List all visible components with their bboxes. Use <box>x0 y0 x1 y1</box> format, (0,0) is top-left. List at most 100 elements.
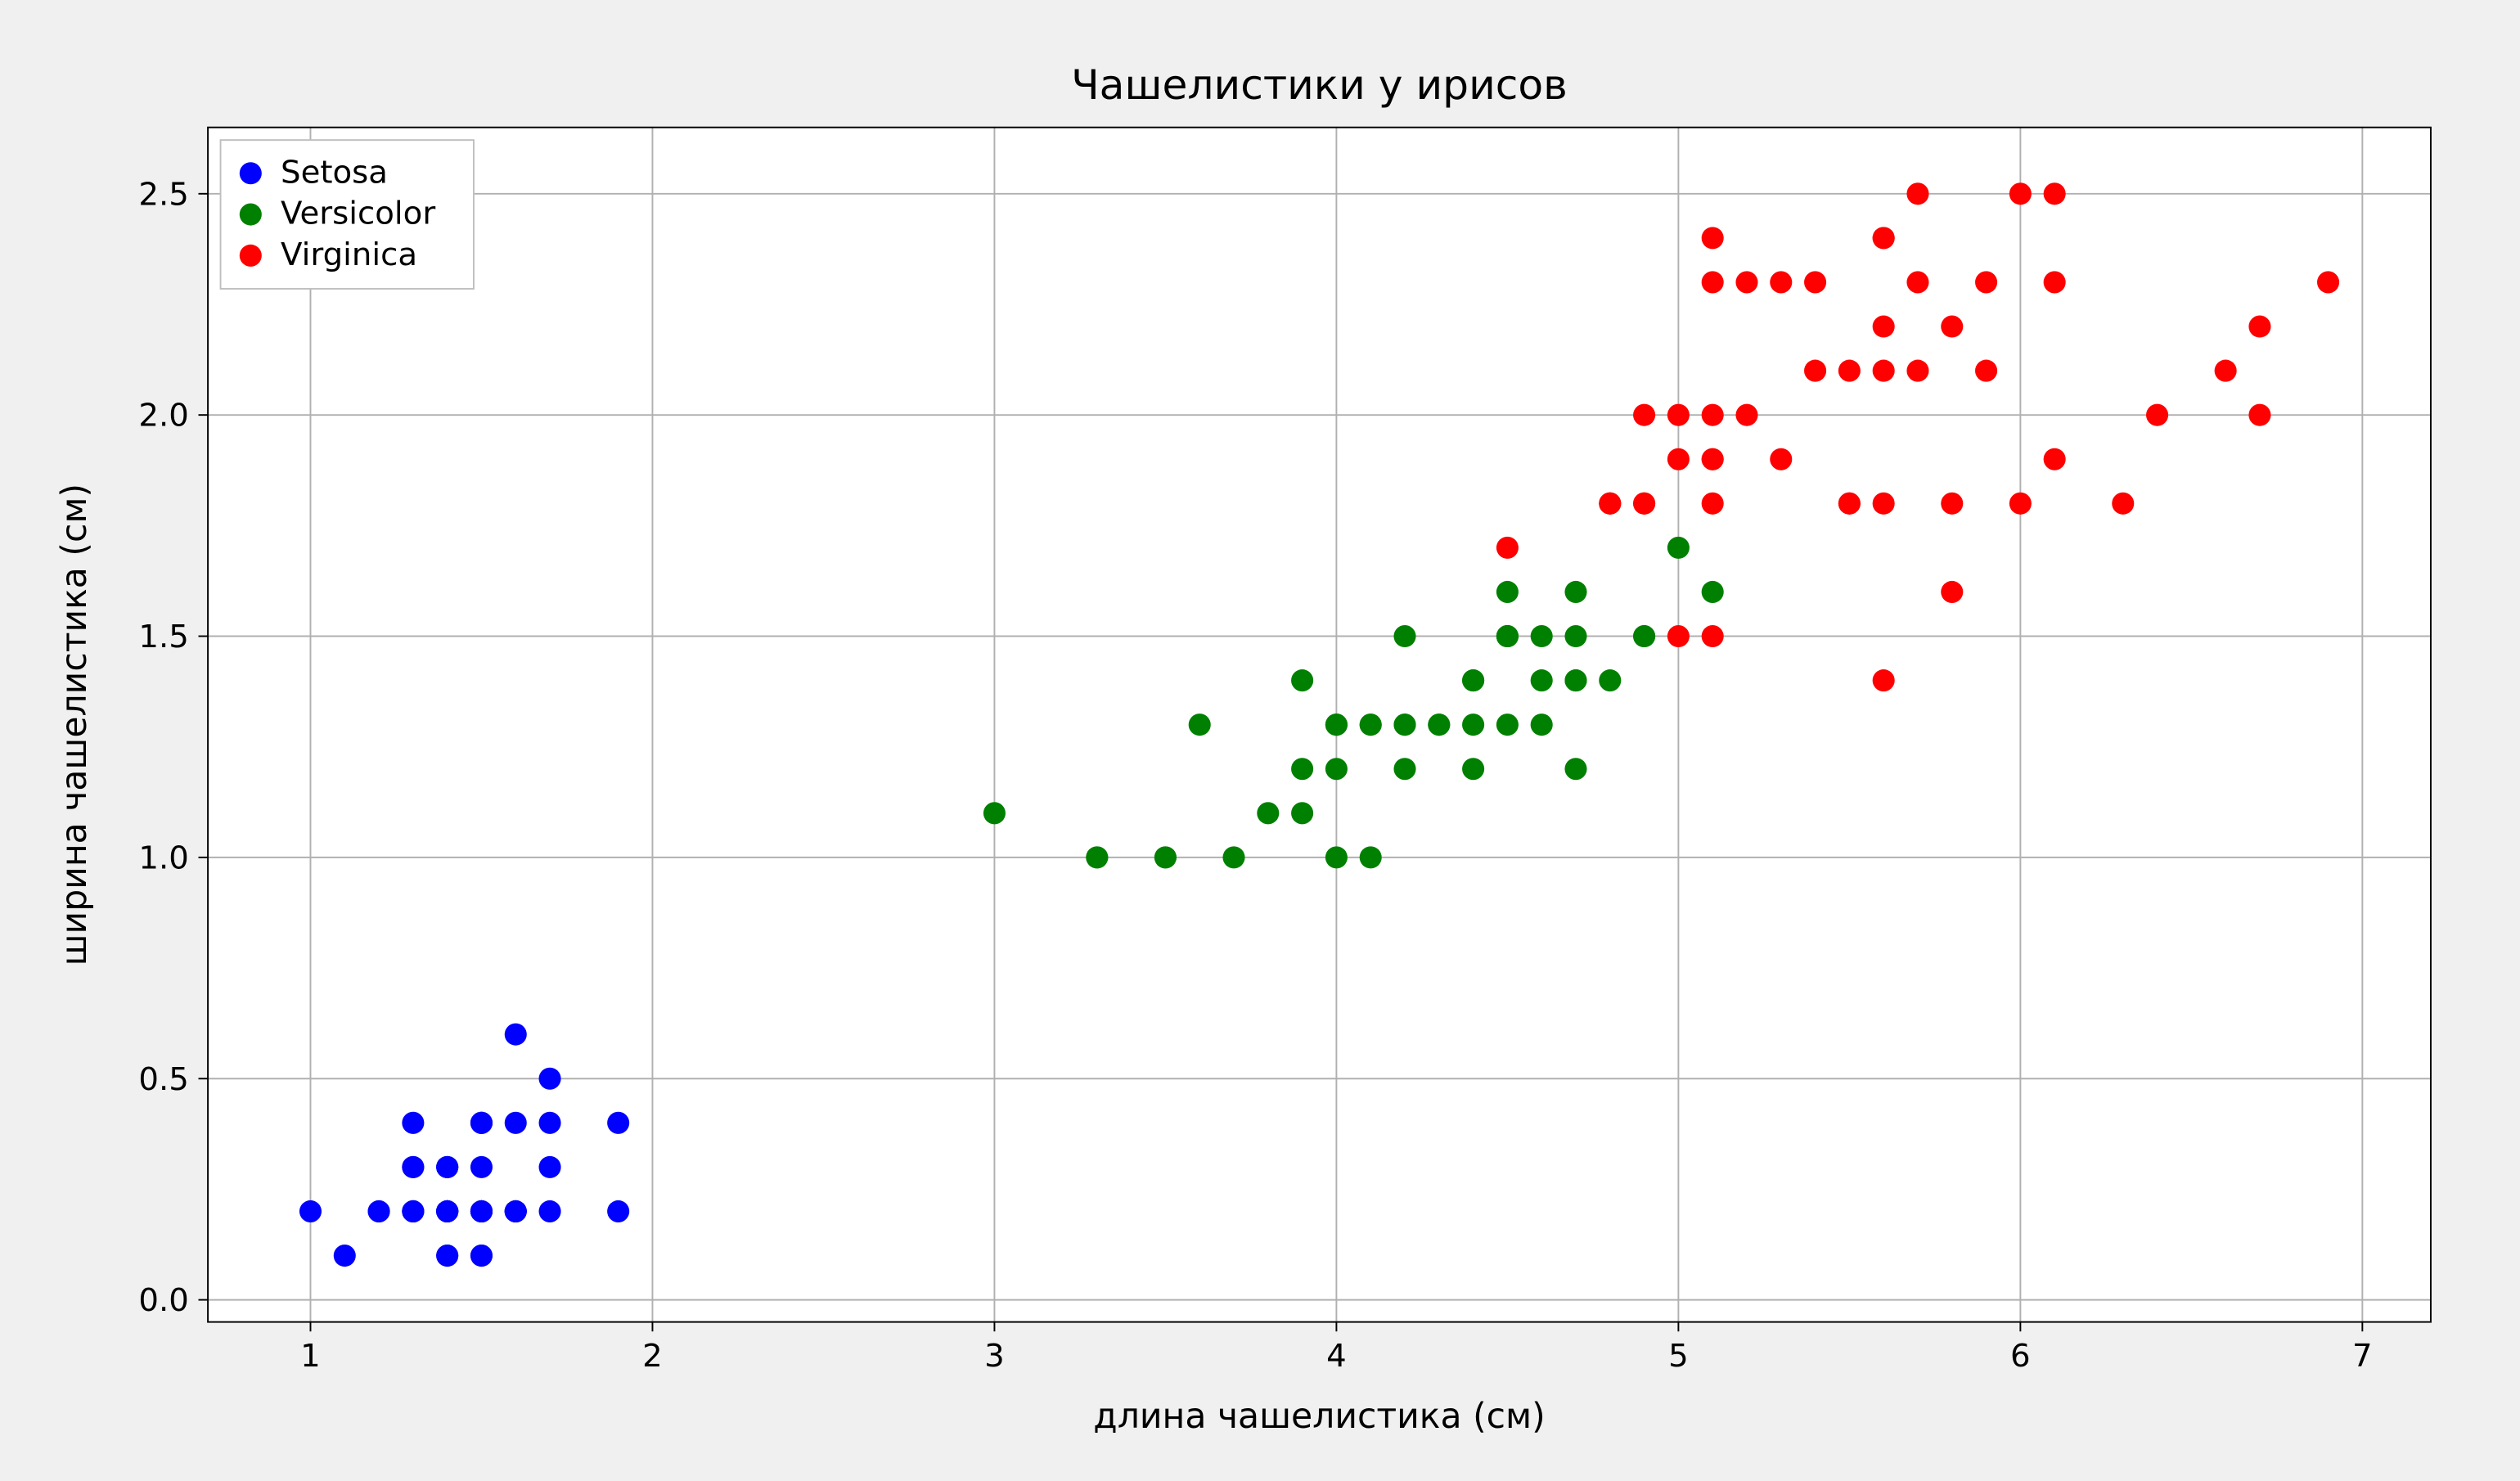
data-point <box>2317 271 2339 293</box>
data-point <box>1873 669 1895 691</box>
data-point <box>402 1200 424 1222</box>
plot-background <box>208 128 2431 1322</box>
data-point <box>1873 227 1895 249</box>
data-point <box>2146 404 2168 426</box>
data-point <box>2248 404 2270 426</box>
data-point <box>1702 227 1724 249</box>
data-point <box>1496 537 1519 559</box>
data-point <box>1360 713 1382 736</box>
data-point <box>1838 360 1861 382</box>
data-point <box>2044 182 2066 205</box>
scatter-chart: 12345670.00.51.01.52.02.5Чашелистики у и… <box>25 25 2495 1456</box>
data-point <box>402 1156 424 1178</box>
data-point <box>470 1112 493 1134</box>
data-point <box>983 802 1006 824</box>
data-point <box>1770 448 1792 470</box>
chart-container: 12345670.00.51.01.52.02.5Чашелистики у и… <box>0 0 2520 1481</box>
legend-label: Virginica <box>281 236 417 273</box>
data-point <box>1257 802 1279 824</box>
data-point <box>436 1200 458 1222</box>
data-point <box>1154 846 1177 868</box>
data-point <box>1702 493 1724 515</box>
legend-marker <box>240 162 262 184</box>
data-point <box>1462 669 1484 691</box>
x-tick-label: 4 <box>1326 1338 1347 1375</box>
data-point <box>1564 625 1586 647</box>
data-point <box>1222 846 1244 868</box>
data-point <box>1941 493 1963 515</box>
data-point <box>1702 271 1724 293</box>
x-axis-label: длина чашелистика (см) <box>1093 1397 1545 1437</box>
legend-label: Versicolor <box>281 196 435 232</box>
data-point <box>1906 360 1928 382</box>
x-tick-label: 7 <box>2352 1338 2373 1375</box>
data-point <box>1975 360 1997 382</box>
data-point <box>436 1245 458 1267</box>
data-point <box>539 1200 561 1222</box>
legend-marker <box>240 204 262 226</box>
data-point <box>505 1200 527 1222</box>
data-point <box>1291 802 1313 824</box>
data-point <box>1873 315 1895 337</box>
data-point <box>1906 271 1928 293</box>
data-point <box>1702 625 1724 647</box>
data-point <box>1941 581 1963 603</box>
data-point <box>1667 625 1690 647</box>
data-point <box>505 1112 527 1134</box>
data-point <box>1564 669 1586 691</box>
data-point <box>1633 625 1655 647</box>
data-point <box>436 1156 458 1178</box>
data-point <box>1804 271 1826 293</box>
data-point <box>1975 271 1997 293</box>
x-tick-label: 3 <box>984 1338 1005 1375</box>
x-tick-label: 5 <box>1668 1338 1689 1375</box>
data-point <box>1702 581 1724 603</box>
data-point <box>1531 625 1553 647</box>
data-point <box>505 1024 527 1046</box>
data-point <box>1633 404 1655 426</box>
x-tick-label: 2 <box>642 1338 663 1375</box>
data-point <box>2044 448 2066 470</box>
data-point <box>2248 315 2270 337</box>
data-point <box>2044 271 2066 293</box>
data-point <box>1667 537 1690 559</box>
x-tick-label: 6 <box>2010 1338 2031 1375</box>
legend-marker <box>240 245 262 267</box>
data-point <box>2009 182 2032 205</box>
data-point <box>1770 271 1792 293</box>
data-point <box>539 1112 561 1134</box>
data-point <box>1667 448 1690 470</box>
chart-title: Чашелистики у ирисов <box>1071 61 1568 109</box>
data-point <box>1531 669 1553 691</box>
data-point <box>539 1156 561 1178</box>
data-point <box>402 1112 424 1134</box>
data-point <box>1735 271 1757 293</box>
data-point <box>2009 493 2032 515</box>
data-point <box>1291 758 1313 780</box>
legend-label: Setosa <box>281 154 388 191</box>
data-point <box>539 1068 561 1090</box>
data-point <box>1702 448 1724 470</box>
data-point <box>1393 713 1415 736</box>
data-point <box>1941 315 1963 337</box>
data-point <box>1496 713 1519 736</box>
data-point <box>299 1200 322 1222</box>
data-point <box>470 1156 493 1178</box>
y-tick-label: 2.0 <box>138 398 188 434</box>
data-point <box>1393 758 1415 780</box>
data-point <box>1496 625 1519 647</box>
data-point <box>1599 669 1621 691</box>
data-point <box>470 1245 493 1267</box>
y-tick-label: 1.5 <box>138 619 188 655</box>
data-point <box>1735 404 1757 426</box>
data-point <box>334 1245 356 1267</box>
data-point <box>607 1112 629 1134</box>
x-tick-label: 1 <box>300 1338 321 1375</box>
data-point <box>1633 493 1655 515</box>
y-axis-label: ширина чашелистика (см) <box>55 484 95 966</box>
y-tick-label: 0.0 <box>138 1282 188 1319</box>
data-point <box>2215 360 2237 382</box>
data-point <box>607 1200 629 1222</box>
data-point <box>1086 846 1108 868</box>
data-point <box>1393 625 1415 647</box>
